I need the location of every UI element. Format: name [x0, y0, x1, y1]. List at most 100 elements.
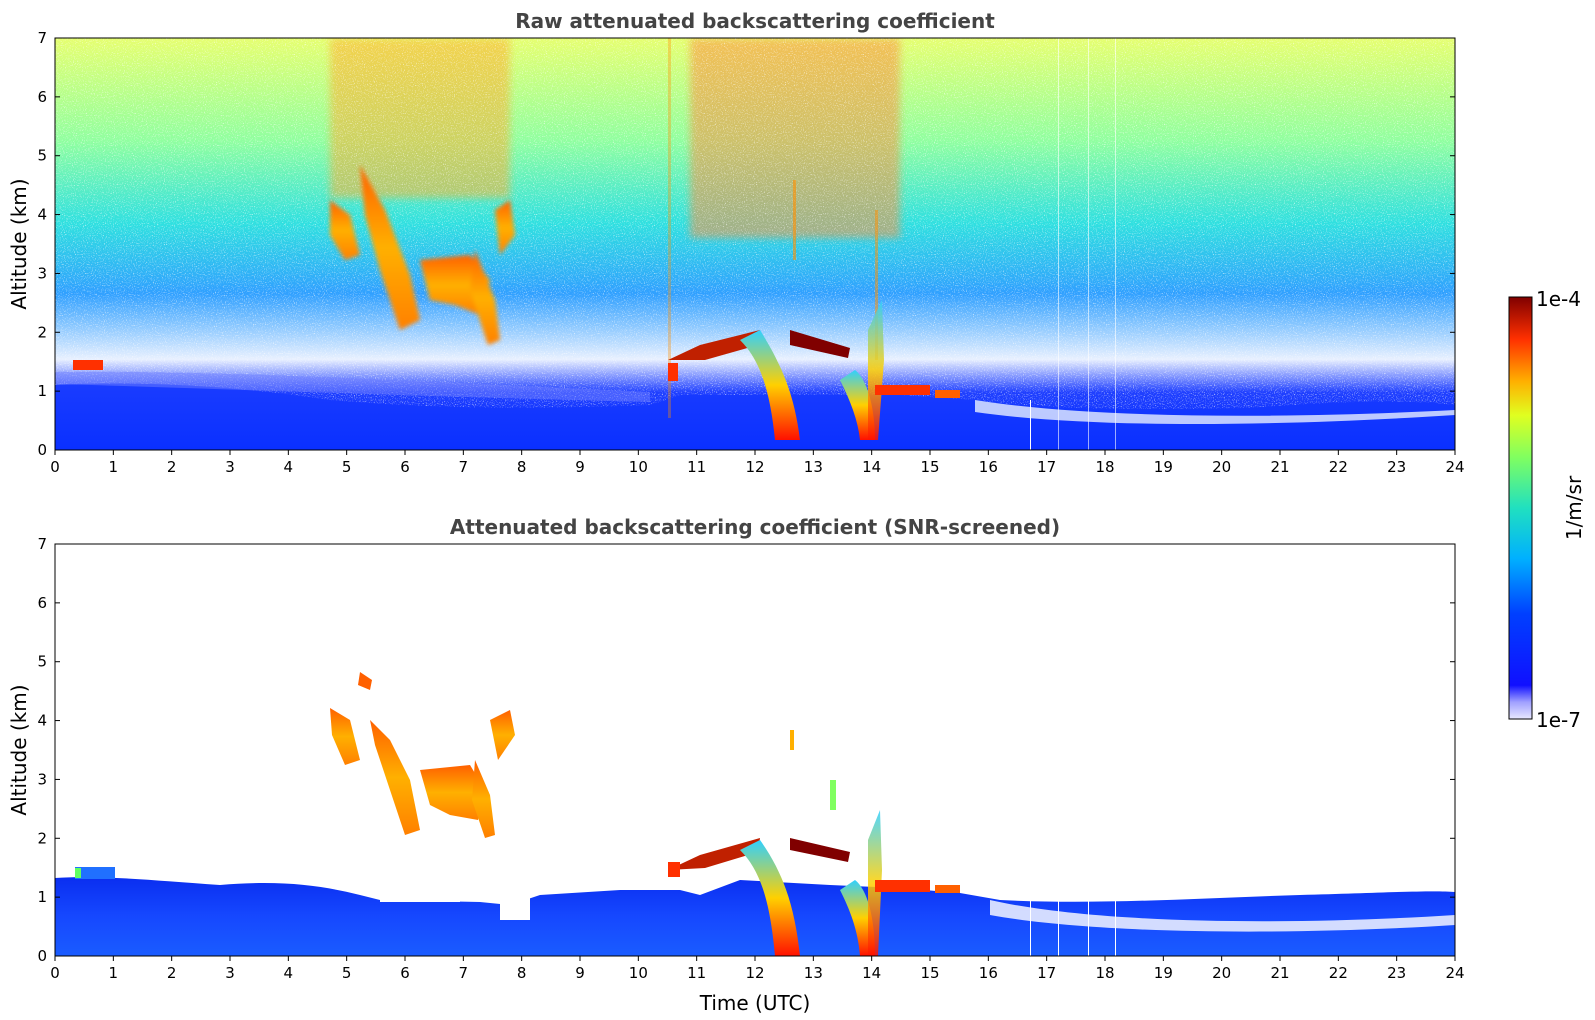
raw-plume-core-b — [840, 370, 875, 440]
raw-cloud-low-a — [668, 363, 678, 381]
panel-screened-x-ticks: 0 1 2 3 4 5 6 7 8 9 10 11 12 13 14 15 16 17 18 19 20 21 22 23 24 — [50, 956, 1465, 982]
panel-raw-y-ticks: 0 1 2 3 4 5 6 7 — [37, 29, 1455, 459]
colorbar-unit-label: 1/m/sr — [1562, 475, 1586, 540]
y-tick-label: 1 — [37, 382, 47, 400]
x-tick-label: 12 — [745, 964, 764, 982]
x-tick-label: 23 — [1387, 964, 1406, 982]
panel-raw-ylabel: Altitude (km) — [7, 178, 31, 309]
x-tick-label: 3 — [225, 458, 235, 476]
raw-pbl-speckle — [55, 371, 650, 402]
colorbar-scale — [1508, 296, 1533, 720]
x-tick-label: 19 — [1154, 964, 1173, 982]
x-tick-label: 2 — [167, 964, 177, 982]
y-tick-label: 2 — [37, 829, 47, 847]
raw-cloud-midday-a — [668, 330, 760, 360]
x-tick-label: 8 — [517, 964, 527, 982]
screened-cloud-early — [75, 867, 115, 879]
colorbar-min-label: 1e-7 — [1536, 708, 1581, 732]
screened-boundary-layer — [55, 877, 1455, 956]
x-tick-label: 21 — [1270, 458, 1289, 476]
screened-cloud-midday-a — [668, 838, 760, 870]
raw-evening-layer — [975, 400, 1455, 425]
y-tick-label: 6 — [37, 594, 47, 612]
x-tick-label: 5 — [342, 458, 352, 476]
x-tick-label: 20 — [1212, 458, 1231, 476]
x-tick-label: 6 — [400, 458, 410, 476]
x-tick-label: 22 — [1329, 458, 1348, 476]
x-tick-label: 17 — [1037, 964, 1056, 982]
colorbar-max-label: 1e-4 — [1536, 287, 1581, 311]
panel-screened-y-ticks: 0 1 2 3 4 5 6 7 — [37, 535, 1455, 965]
x-tick-label: 14 — [862, 458, 881, 476]
colorbar: 1e-4 1e-7 1/m/sr — [1508, 287, 1586, 732]
x-tick-label: 14 — [862, 964, 881, 982]
raw-plume-core — [740, 330, 800, 440]
screened-cloud-midday-b — [790, 838, 850, 862]
panel-raw-title: Raw attenuated backscattering coefficien… — [515, 9, 995, 33]
panel-raw-x-ticks: 0 1 2 3 4 5 6 7 8 9 10 11 12 13 14 15 16 17 18 19 20 21 22 23 24 — [50, 450, 1465, 476]
panel-screened-heatmap — [55, 544, 1455, 956]
x-tick-label: 21 — [1270, 964, 1289, 982]
raw-plume-trace-c — [875, 210, 878, 360]
y-tick-label: 5 — [37, 653, 47, 671]
x-tick-label: 4 — [284, 458, 294, 476]
panel-screened: Attenuated backscattering coefficient (S… — [7, 515, 1465, 1015]
x-tick-label: 23 — [1387, 458, 1406, 476]
raw-cloud-midday-b — [790, 330, 850, 358]
panel-screened-ylabel: Altitude (km) — [7, 684, 31, 815]
x-tick-label: 2 — [167, 458, 177, 476]
y-tick-label: 1 — [37, 888, 47, 906]
x-tick-label: 10 — [629, 964, 648, 982]
x-tick-label: 9 — [575, 458, 585, 476]
y-tick-label: 5 — [37, 147, 47, 165]
x-tick-label: 16 — [979, 964, 998, 982]
x-tick-label: 11 — [687, 458, 706, 476]
x-tick-label: 13 — [804, 964, 823, 982]
screened-plume-core — [740, 840, 800, 956]
y-tick-label: 7 — [37, 29, 47, 47]
x-tick-label: 13 — [804, 458, 823, 476]
raw-cloud-early — [73, 360, 103, 370]
x-tick-label: 22 — [1329, 964, 1348, 982]
y-tick-label: 7 — [37, 535, 47, 553]
panel-raw: Raw attenuated backscattering coefficien… — [7, 9, 1465, 476]
x-tick-label: 16 — [979, 458, 998, 476]
x-tick-label: 5 — [342, 964, 352, 982]
y-tick-label: 6 — [37, 88, 47, 106]
x-tick-label: 7 — [459, 458, 469, 476]
raw-plume-trace-a — [668, 38, 671, 418]
y-tick-label: 0 — [37, 947, 47, 965]
x-tick-label: 4 — [284, 964, 294, 982]
x-tick-label: 1 — [109, 964, 119, 982]
x-tick-label: 15 — [920, 458, 939, 476]
x-tick-label: 19 — [1154, 458, 1173, 476]
raw-cloud-low-c — [935, 390, 960, 398]
raw-cirrus — [330, 165, 515, 345]
y-tick-label: 2 — [37, 323, 47, 341]
x-tick-label: 11 — [687, 964, 706, 982]
x-tick-label: 1 — [109, 458, 119, 476]
x-tick-label: 24 — [1445, 458, 1464, 476]
raw-cloud-low-b — [875, 385, 930, 395]
y-tick-label: 4 — [37, 206, 47, 224]
x-tick-label: 0 — [50, 964, 60, 982]
x-tick-label: 15 — [920, 964, 939, 982]
x-tick-label: 9 — [575, 964, 585, 982]
x-tick-label: 24 — [1445, 964, 1464, 982]
raw-plume-trace-b — [793, 180, 796, 260]
x-tick-label: 10 — [629, 458, 648, 476]
x-tick-label: 0 — [50, 458, 60, 476]
raw-boundary-layer — [55, 383, 1455, 450]
y-tick-label: 3 — [37, 770, 47, 788]
raw-plume-core-c — [868, 300, 884, 440]
screened-evening-layer — [990, 900, 1455, 932]
screened-cirrus — [330, 672, 515, 838]
x-tick-label: 6 — [400, 964, 410, 982]
x-tick-label: 18 — [1095, 964, 1114, 982]
x-tick-label: 7 — [459, 964, 469, 982]
panel-screened-xlabel: Time (UTC) — [699, 991, 811, 1015]
panel-screened-title: Attenuated backscattering coefficient (S… — [450, 515, 1060, 539]
x-tick-label: 20 — [1212, 964, 1231, 982]
y-tick-label: 3 — [37, 264, 47, 282]
